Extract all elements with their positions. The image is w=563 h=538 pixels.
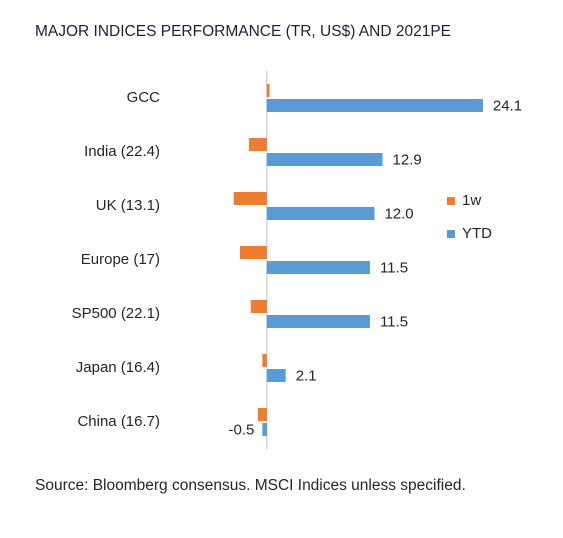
value-label: 12.9 [393,151,422,168]
value-label: -0.5 [229,421,255,438]
category-label: GCC [127,89,161,106]
bar [248,138,267,151]
bar [266,153,383,166]
value-label: 2.1 [296,367,317,384]
bar [262,354,267,367]
value-label: 24.1 [493,97,522,114]
bar [266,99,483,112]
value-label: 11.5 [380,313,408,330]
bar [250,300,267,313]
bar [233,192,267,205]
bar [266,369,286,382]
bar [257,408,267,421]
bar [239,246,267,259]
category-label: UK (13.1) [96,197,160,214]
legend-label: 1w [462,192,481,209]
category-label: China (16.7) [77,413,160,430]
chart-title: MAJOR INDICES PERFORMANCE (TR, US$) AND … [35,23,451,40]
category-label: Europe (17) [81,251,160,268]
category-label: India (22.4) [84,143,160,160]
value-label: 11.5 [380,259,408,276]
chart: MAJOR INDICES PERFORMANCE (TR, US$) AND … [35,23,522,449]
legend-label: YTD [462,225,492,242]
legend-swatch [447,197,455,205]
bar [266,207,375,220]
legend-swatch [447,230,455,238]
value-label: 12.0 [384,205,413,222]
bar [262,423,267,436]
category-label: Japan (16.4) [76,359,160,376]
category-label: SP500 (22.1) [72,305,160,322]
source-note: Source: Bloomberg consensus. MSCI Indice… [35,477,466,494]
bar [266,261,370,274]
bar [266,84,270,97]
bar [266,315,370,328]
